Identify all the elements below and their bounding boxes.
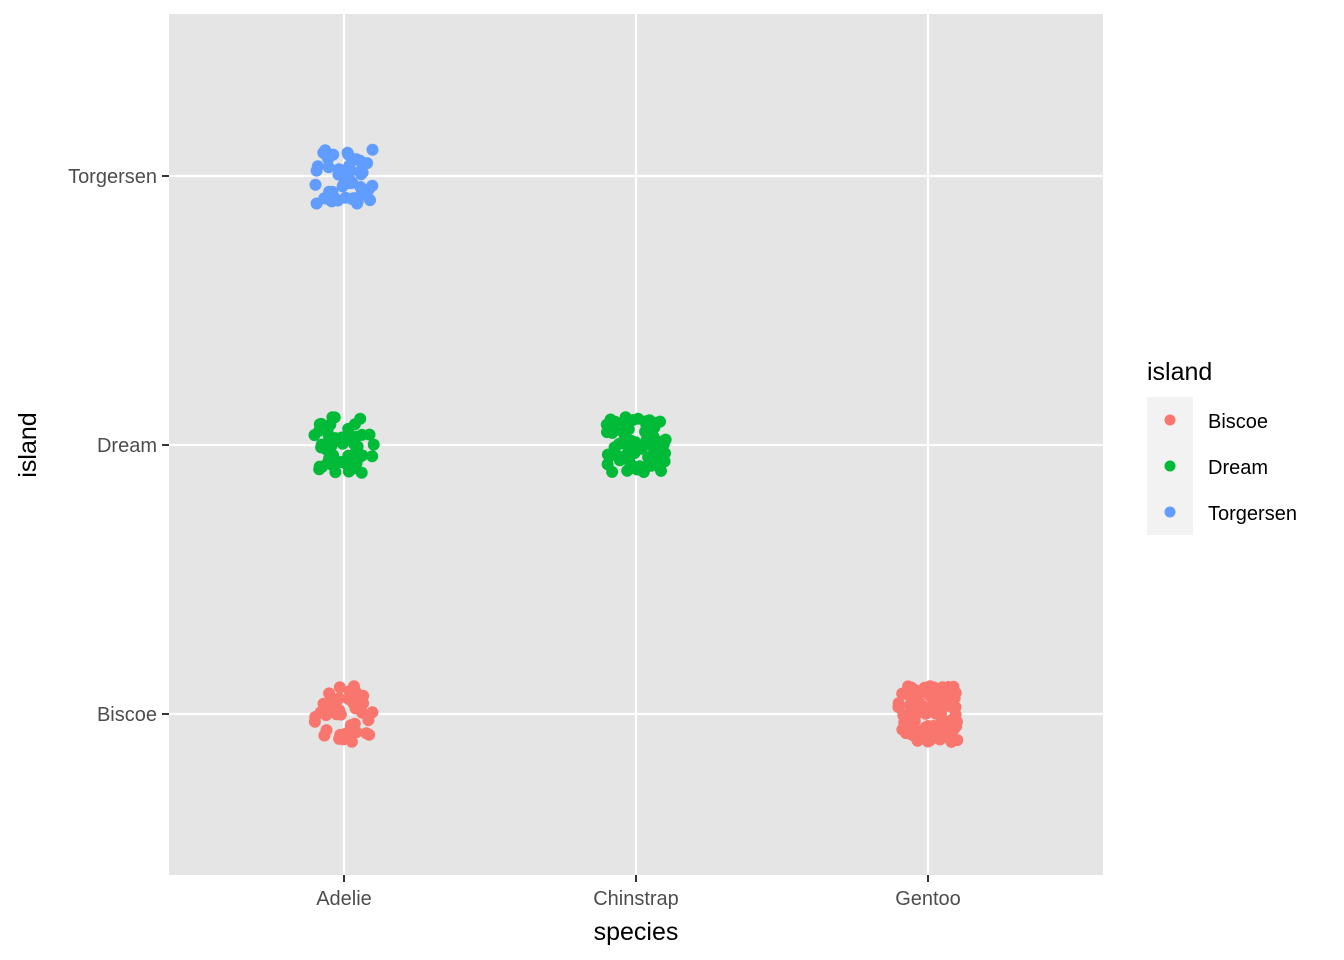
data-point-adelie-torgersen <box>323 185 336 198</box>
data-point-gentoo-biscoe <box>950 720 963 733</box>
x-tick-label: Adelie <box>316 888 372 910</box>
data-point-adelie-dream <box>313 460 326 473</box>
y-tick-label: Dream <box>97 435 157 457</box>
data-point-adelie-biscoe <box>320 724 333 737</box>
data-point-gentoo-biscoe <box>898 715 911 728</box>
data-point-adelie-biscoe <box>333 692 346 705</box>
data-point-adelie-biscoe <box>347 696 360 709</box>
data-point-adelie-dream <box>329 466 342 479</box>
data-point-adelie-biscoe <box>337 733 350 746</box>
data-point-gentoo-biscoe <box>931 695 944 708</box>
data-point-adelie-torgersen <box>336 180 349 193</box>
data-point-adelie-dream <box>308 429 321 442</box>
data-point-gentoo-biscoe <box>948 692 961 705</box>
data-point-chinstrap-dream <box>649 442 662 455</box>
data-point-adelie-dream <box>325 440 338 453</box>
data-point-adelie-torgersen <box>342 148 355 161</box>
data-point-adelie-torgersen <box>353 154 366 167</box>
data-point-gentoo-biscoe <box>907 723 920 736</box>
data-point-gentoo-biscoe <box>896 687 909 700</box>
data-point-chinstrap-dream <box>655 454 668 467</box>
legend: island Biscoe Dream Torgersen <box>1147 358 1297 535</box>
data-point-adelie-biscoe <box>362 714 375 727</box>
data-point-gentoo-biscoe <box>913 703 926 716</box>
data-point-adelie-dream <box>342 465 355 478</box>
data-point-adelie-torgersen <box>309 178 322 191</box>
data-point-adelie-dream <box>349 446 362 459</box>
data-point-adelie-torgersen <box>310 197 323 210</box>
data-point-chinstrap-dream <box>632 412 645 425</box>
data-point-gentoo-biscoe <box>892 697 905 710</box>
data-point-adelie-biscoe <box>308 715 321 728</box>
data-point-adelie-torgersen <box>366 179 379 192</box>
data-point-adelie-biscoe <box>344 719 357 732</box>
y-tick-label: Torgersen <box>68 166 157 188</box>
legend-label-torgersen: Torgersen <box>1208 503 1297 525</box>
data-point-adelie-dream <box>366 450 379 463</box>
data-point-adelie-torgersen <box>322 153 335 165</box>
y-tick-label: Biscoe <box>97 704 157 726</box>
data-point-chinstrap-dream <box>623 435 636 448</box>
data-point-chinstrap-dream <box>603 450 616 463</box>
x-axis-title: species <box>594 918 679 946</box>
data-point-gentoo-biscoe <box>905 681 918 694</box>
data-point-chinstrap-dream <box>628 447 641 460</box>
x-tick-label: Chinstrap <box>593 888 679 910</box>
data-point-adelie-biscoe <box>333 681 346 694</box>
legend-key-torgersen <box>1164 506 1176 518</box>
data-point-gentoo-biscoe <box>923 689 936 702</box>
data-point-chinstrap-dream <box>603 423 616 436</box>
data-point-adelie-dream <box>363 428 376 441</box>
data-point-adelie-dream <box>354 412 367 425</box>
axes: Adelie Chinstrap Gentoo Biscoe Dream Torgerse… <box>68 166 961 910</box>
data-point-chinstrap-dream <box>604 413 617 426</box>
data-point-adelie-biscoe <box>334 708 347 721</box>
data-point-adelie-dream <box>324 418 337 431</box>
data-point-adelie-torgersen <box>355 186 368 199</box>
legend-key-dream <box>1164 460 1176 472</box>
data-point-chinstrap-dream <box>645 459 658 472</box>
data-point-chinstrap-dream <box>633 460 646 473</box>
data-point-chinstrap-dream <box>655 464 667 477</box>
data-points <box>308 143 964 748</box>
data-point-gentoo-biscoe <box>930 706 943 719</box>
data-point-adelie-dream <box>326 456 339 469</box>
data-point-adelie-torgersen <box>311 160 324 173</box>
data-point-gentoo-biscoe <box>933 727 946 740</box>
data-point-adelie-biscoe <box>348 680 360 693</box>
legend-key-biscoe <box>1164 414 1176 426</box>
legend-title: island <box>1147 358 1212 386</box>
data-point-adelie-biscoe <box>363 728 376 741</box>
legend-label-biscoe: Biscoe <box>1208 411 1268 433</box>
y-axis-title: island <box>14 412 42 477</box>
legend-label-dream: Dream <box>1208 457 1268 479</box>
data-point-chinstrap-dream <box>624 457 637 469</box>
x-tick-label: Gentoo <box>895 888 961 910</box>
data-point-chinstrap-dream <box>618 416 630 429</box>
data-point-gentoo-biscoe <box>924 734 937 747</box>
data-point-adelie-dream <box>315 438 328 451</box>
data-point-chinstrap-dream <box>608 441 621 454</box>
data-point-adelie-torgersen <box>348 194 361 206</box>
data-point-adelie-dream <box>367 438 380 451</box>
data-point-chinstrap-dream <box>648 421 661 434</box>
data-point-adelie-torgersen <box>354 165 367 178</box>
data-point-adelie-dream <box>350 430 363 443</box>
data-point-adelie-torgersen <box>332 168 345 181</box>
data-point-adelie-torgersen <box>366 143 379 156</box>
data-point-adelie-biscoe <box>320 709 333 722</box>
data-point-chinstrap-dream <box>613 454 626 467</box>
data-point-adelie-dream <box>335 431 348 444</box>
data-point-gentoo-biscoe <box>924 723 937 736</box>
data-point-adelie-dream <box>342 422 355 435</box>
